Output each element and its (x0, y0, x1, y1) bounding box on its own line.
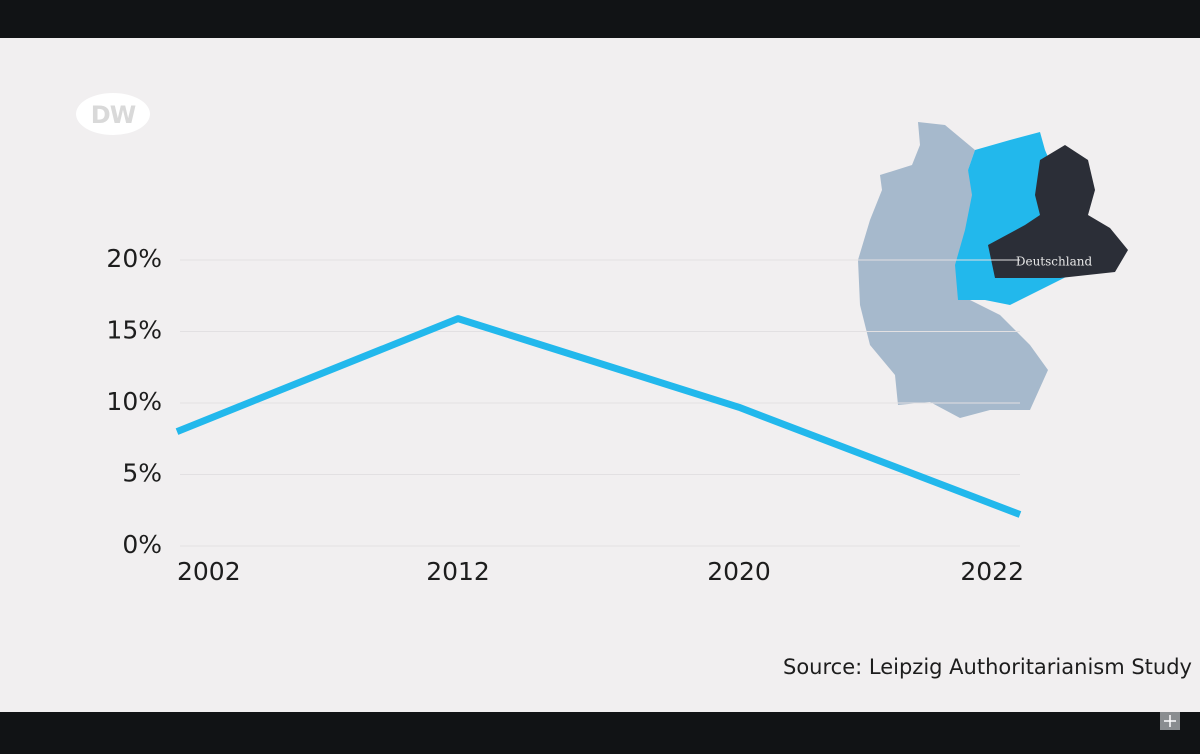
y-tick-label: 20% (106, 244, 162, 273)
map-west (858, 122, 1048, 418)
logo-shape (76, 93, 150, 135)
y-tick-label: 5% (122, 459, 162, 488)
logo-text: DW (91, 101, 136, 129)
photo-person (988, 145, 1128, 278)
x-tick-label: 2022 (960, 557, 1024, 586)
expand-glyph (1164, 715, 1176, 727)
photo-caption: Deutschland (1016, 255, 1093, 269)
y-tick-label: 0% (122, 530, 162, 559)
x-tick-label: 2012 (426, 557, 490, 586)
x-tick-label: 2020 (707, 557, 771, 586)
top-bar (0, 0, 1200, 38)
y-tick-label: 15% (106, 316, 162, 345)
y-tick-label: 10% (106, 387, 162, 416)
data-line (175, 315, 1022, 518)
expand-icon[interactable] (1160, 712, 1180, 730)
x-tick-label: 2002 (177, 557, 241, 586)
germany-map: Deutschland (858, 122, 1128, 418)
source-note: Source: Leipzig Authoritarianism Study 2… (783, 655, 1200, 679)
bottom-bar (0, 712, 1200, 750)
dw-logo: DW (76, 93, 150, 135)
